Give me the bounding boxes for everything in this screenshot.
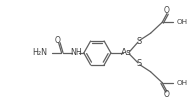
- Text: OH: OH: [177, 80, 188, 86]
- Text: NH: NH: [70, 49, 82, 57]
- Text: O: O: [55, 36, 61, 45]
- Text: S: S: [136, 37, 142, 46]
- Text: O: O: [164, 90, 170, 99]
- Text: OH: OH: [177, 19, 188, 25]
- Text: S: S: [136, 59, 142, 68]
- Text: As: As: [121, 49, 132, 57]
- Text: H₂N: H₂N: [32, 49, 47, 57]
- Text: O: O: [164, 6, 170, 15]
